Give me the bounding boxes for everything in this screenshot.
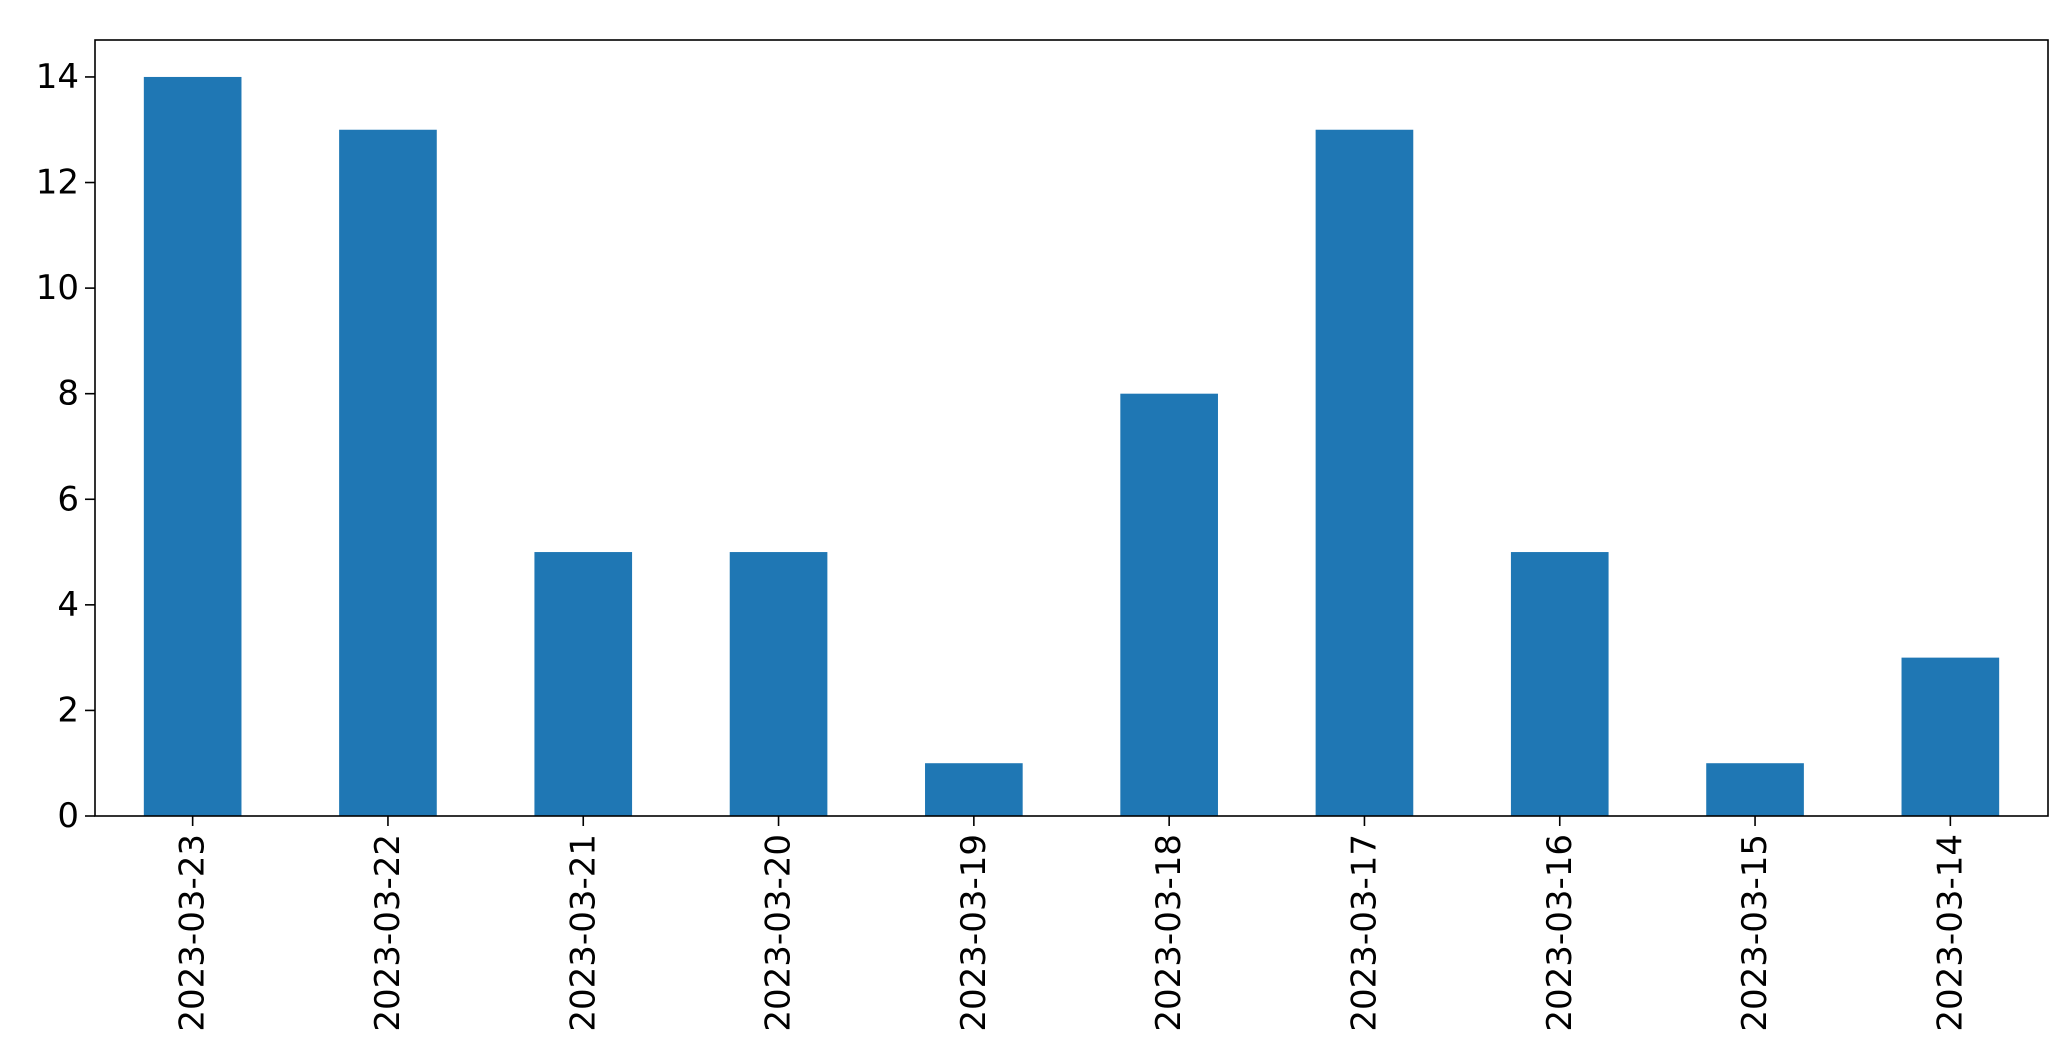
y-tick-label: 2	[57, 690, 79, 730]
x-tick-label: 2023-03-20	[759, 834, 799, 1032]
bar-2023-03-19	[925, 763, 1023, 816]
bar-2023-03-15	[1706, 763, 1804, 816]
plot-frame	[94, 39, 2049, 817]
bar-2023-03-22	[339, 129, 437, 816]
y-tick-label: 0	[57, 796, 79, 836]
x-tick-label: 2023-03-23	[173, 834, 213, 1032]
y-tick-label: 12	[36, 163, 79, 203]
y-tick-label: 14	[36, 57, 79, 97]
x-tick-label: 2023-03-16	[1540, 834, 1580, 1032]
y-tick-label: 10	[36, 268, 79, 308]
x-tick-label: 2023-03-17	[1344, 834, 1384, 1032]
bar-2023-03-16	[1510, 552, 1609, 816]
x-tick-label: 2023-03-15	[1735, 834, 1775, 1032]
x-axis: 2023-03-23 2023-03-22 2023-03-21 2023-03-20…	[173, 816, 1970, 1032]
x-tick-label: 2023-03-14	[1930, 834, 1970, 1032]
y-axis: 0 2 4 6 8 10 12 14	[36, 57, 95, 836]
bar-2023-03-23	[143, 76, 242, 816]
y-tick-label: 4	[57, 585, 79, 625]
bar-2023-03-14	[1901, 657, 2000, 816]
bar-2023-03-21	[534, 552, 633, 816]
x-tick-label: 2023-03-19	[954, 834, 994, 1032]
x-tick-label: 2023-03-22	[368, 834, 408, 1032]
x-tick-label: 2023-03-21	[563, 834, 603, 1032]
y-tick-label: 6	[57, 479, 79, 519]
y-tick-label: 8	[57, 374, 79, 414]
bar-2023-03-17	[1315, 129, 1414, 816]
bars-group	[143, 76, 2000, 816]
bar-2023-03-18	[1120, 393, 1218, 816]
x-tick-label: 2023-03-18	[1149, 834, 1189, 1032]
bar-2023-03-20	[729, 552, 828, 816]
